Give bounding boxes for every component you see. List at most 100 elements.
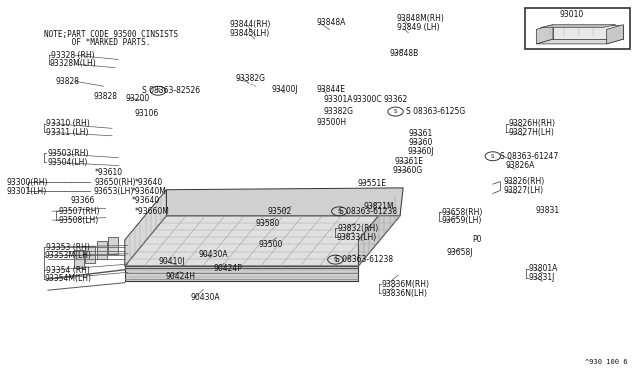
Text: 93500H: 93500H <box>316 118 346 126</box>
Text: 93354 (RH): 93354 (RH) <box>46 266 90 275</box>
Text: 93382G: 93382G <box>324 107 354 116</box>
Text: 93311 (LH): 93311 (LH) <box>46 128 88 137</box>
Text: P0: P0 <box>472 235 482 244</box>
Text: 93353M(LH): 93353M(LH) <box>45 251 92 260</box>
Text: 93826H(RH): 93826H(RH) <box>509 119 556 128</box>
Text: 93845(LH): 93845(LH) <box>229 29 269 38</box>
Text: 93828: 93828 <box>55 77 79 86</box>
Text: 90424P: 90424P <box>214 264 243 273</box>
Bar <box>525 8 630 49</box>
Text: S 08363-61238: S 08363-61238 <box>339 207 397 216</box>
Text: 93827H(LH): 93827H(LH) <box>509 128 555 137</box>
Text: 93360J: 93360J <box>407 147 434 155</box>
Text: 93353 (RH): 93353 (RH) <box>46 243 90 251</box>
Polygon shape <box>540 25 616 28</box>
Text: 93658J: 93658J <box>447 248 473 257</box>
Text: S: S <box>333 257 337 262</box>
Text: 93848A: 93848A <box>317 18 346 27</box>
Text: 93821M: 93821M <box>364 202 394 211</box>
Polygon shape <box>85 246 95 263</box>
Text: 90430A: 90430A <box>198 250 228 259</box>
Text: 93360G: 93360G <box>393 166 423 175</box>
Text: 93010: 93010 <box>560 10 584 19</box>
Text: 90430A: 90430A <box>191 293 220 302</box>
Text: 93502: 93502 <box>268 207 292 216</box>
Text: 93361E: 93361E <box>394 157 423 166</box>
Text: 93328 (RH): 93328 (RH) <box>51 51 95 60</box>
Text: S: S <box>337 209 341 214</box>
Text: 93836N(LH): 93836N(LH) <box>381 289 428 298</box>
Text: 93580: 93580 <box>256 219 280 228</box>
Polygon shape <box>108 237 118 254</box>
Text: OF *MARKED PARTS.: OF *MARKED PARTS. <box>44 38 150 47</box>
Text: 93310 (RH): 93310 (RH) <box>46 119 90 128</box>
Text: 93500: 93500 <box>259 240 283 249</box>
Text: *93640M: *93640M <box>132 187 166 196</box>
Text: 93361: 93361 <box>408 129 433 138</box>
Polygon shape <box>553 25 623 39</box>
Text: 93831J: 93831J <box>529 273 555 282</box>
Text: 93508(LH): 93508(LH) <box>59 216 99 225</box>
Text: 93832(RH): 93832(RH) <box>338 224 379 233</box>
Text: 93301A: 93301A <box>324 95 353 104</box>
Text: ^930 100 6: ^930 100 6 <box>585 359 627 365</box>
Text: 93848B: 93848B <box>389 49 419 58</box>
Text: 93849 (LH): 93849 (LH) <box>397 23 440 32</box>
Text: S 08363-61247: S 08363-61247 <box>500 152 559 161</box>
Text: S: S <box>394 109 397 114</box>
Text: 93833(LH): 93833(LH) <box>337 233 377 242</box>
Text: 90424H: 90424H <box>165 272 195 281</box>
Text: 93504(LH): 93504(LH) <box>47 158 88 167</box>
Text: 93362: 93362 <box>384 95 408 104</box>
Polygon shape <box>97 241 107 259</box>
Text: *93640: *93640 <box>134 178 163 187</box>
Text: 93300C: 93300C <box>353 95 382 104</box>
Text: 93844E: 93844E <box>316 85 345 94</box>
Text: 93844(RH): 93844(RH) <box>229 20 271 29</box>
Text: 93658(RH): 93658(RH) <box>442 208 483 217</box>
Text: 93836M(RH): 93836M(RH) <box>381 280 429 289</box>
Text: 93328M(LH): 93328M(LH) <box>50 60 97 68</box>
Text: S: S <box>491 154 495 159</box>
Text: S 08363-82526: S 08363-82526 <box>142 86 200 95</box>
Text: 93400J: 93400J <box>271 85 298 94</box>
Text: 93300(RH): 93300(RH) <box>6 178 48 187</box>
Polygon shape <box>125 266 358 281</box>
Polygon shape <box>74 250 84 268</box>
Text: 93106: 93106 <box>134 109 159 118</box>
Text: 93831: 93831 <box>535 206 559 215</box>
Polygon shape <box>536 25 553 44</box>
Text: 90410J: 90410J <box>159 257 185 266</box>
Text: 93507(RH): 93507(RH) <box>59 207 100 216</box>
Polygon shape <box>536 39 623 44</box>
Text: 93360: 93360 <box>408 138 433 147</box>
Text: 93551E: 93551E <box>357 179 386 188</box>
Text: 93826A: 93826A <box>506 161 535 170</box>
Text: 93659(LH): 93659(LH) <box>442 217 482 225</box>
Text: 93827(LH): 93827(LH) <box>503 186 543 195</box>
Text: 93382G: 93382G <box>236 74 266 83</box>
Text: 93503(RH): 93503(RH) <box>47 149 89 158</box>
Text: 93826(RH): 93826(RH) <box>503 177 544 186</box>
Polygon shape <box>166 188 403 216</box>
Text: S 08363-6125G: S 08363-6125G <box>406 107 466 116</box>
Text: 93354M(LH): 93354M(LH) <box>45 275 92 283</box>
Text: 93301(LH): 93301(LH) <box>6 187 47 196</box>
Polygon shape <box>125 216 400 266</box>
Text: 93828: 93828 <box>93 92 118 101</box>
Text: NOTE;PART CODE 93500 CINSISTS: NOTE;PART CODE 93500 CINSISTS <box>44 30 178 39</box>
Polygon shape <box>607 25 623 44</box>
Text: 93653(LH): 93653(LH) <box>93 187 134 196</box>
Polygon shape <box>358 190 400 266</box>
Text: 93801A: 93801A <box>529 264 558 273</box>
Text: *93660M: *93660M <box>134 207 169 216</box>
Text: *93610: *93610 <box>95 168 123 177</box>
Text: S 08363-61238: S 08363-61238 <box>335 255 394 264</box>
Text: 93650(RH): 93650(RH) <box>95 178 136 187</box>
Text: 93200: 93200 <box>125 94 150 103</box>
Text: *93640: *93640 <box>132 196 160 205</box>
Text: 93366: 93366 <box>70 196 95 205</box>
Polygon shape <box>125 190 166 266</box>
Text: 93848M(RH): 93848M(RH) <box>397 14 445 23</box>
Text: S: S <box>156 88 160 93</box>
